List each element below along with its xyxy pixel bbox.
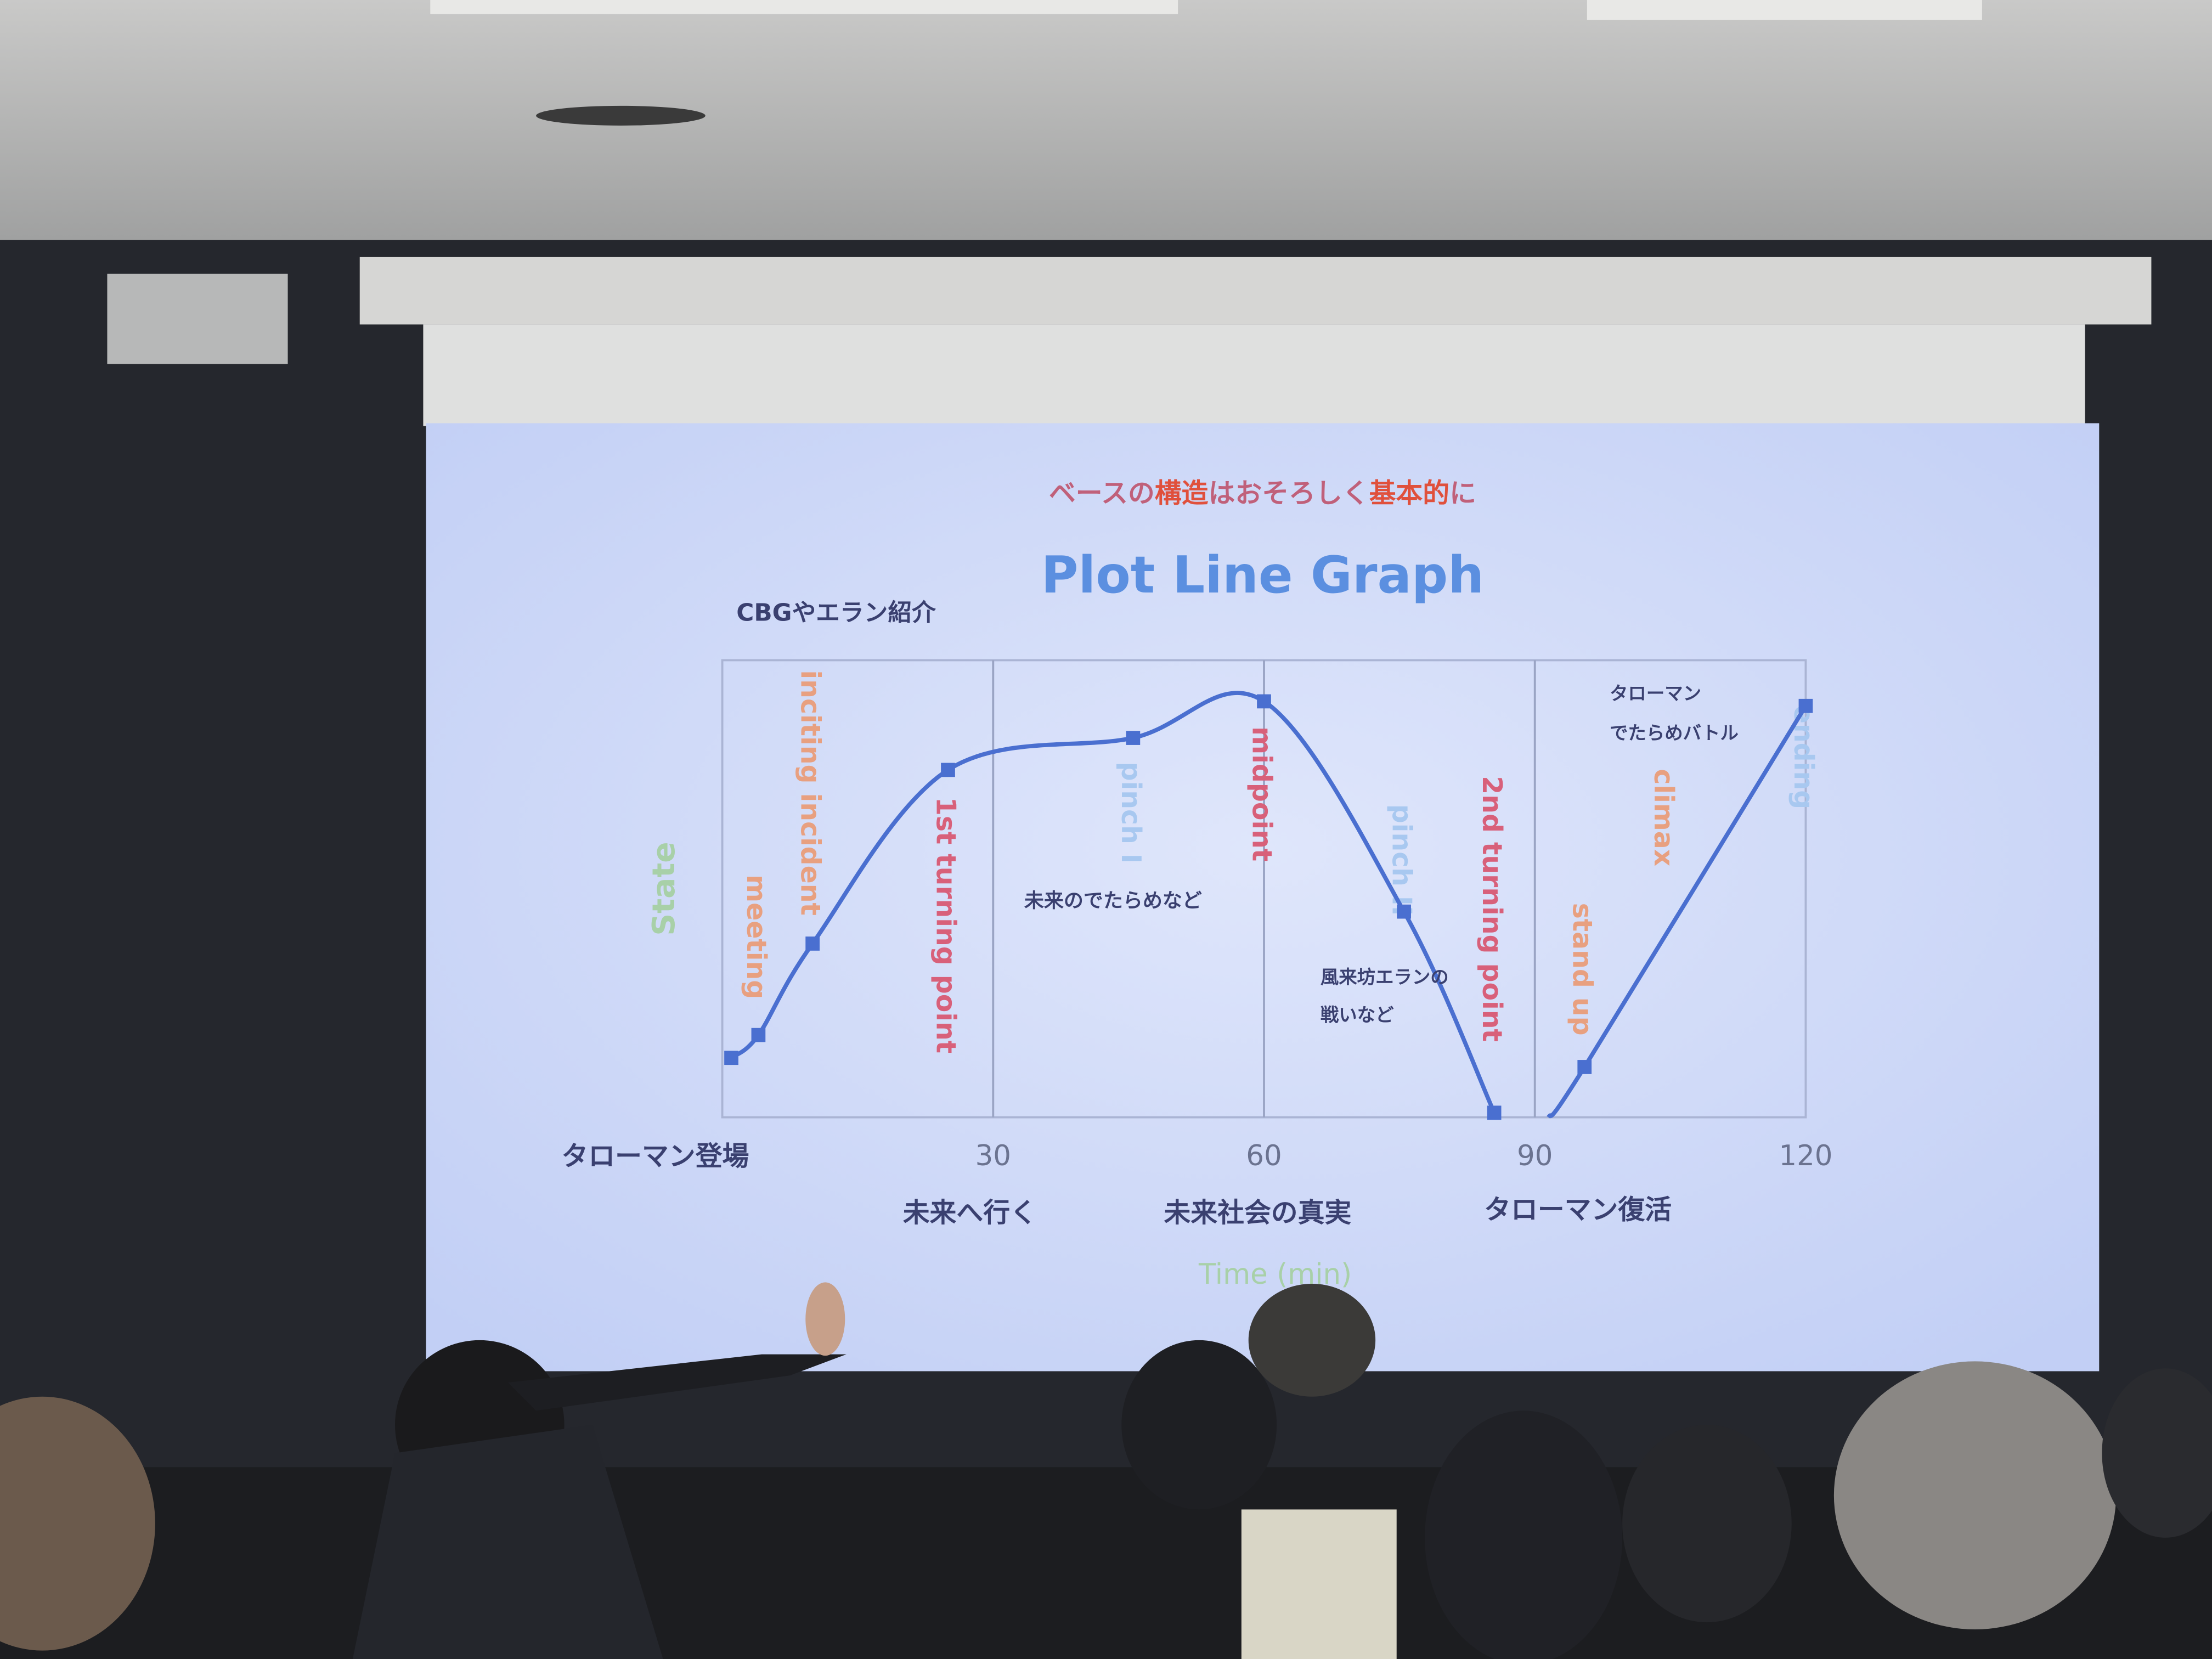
note-fuutoubou-1: 風来坊エランの <box>1321 966 1449 988</box>
data-point <box>1487 1105 1502 1120</box>
screen-housing <box>359 257 2152 325</box>
projection-screen <box>426 423 2100 1372</box>
ceiling-light <box>1587 0 1982 20</box>
heading-part: に <box>1449 477 1476 509</box>
annotation-label: meeting <box>741 874 772 999</box>
x-tick-label: 120 <box>1779 1139 1832 1172</box>
data-point <box>724 1051 738 1065</box>
data-point <box>1397 904 1411 919</box>
data-point <box>941 763 955 777</box>
note-fuutoubou-2: 戦いなど <box>1321 1005 1394 1026</box>
annotation-label: stand up <box>1567 903 1598 1036</box>
note-future-nonsense: 未来のでたらめなど <box>1024 889 1202 912</box>
annotation-label: climax <box>1648 769 1679 866</box>
series-line <box>1547 704 1808 1119</box>
ceiling-fixture <box>536 105 706 126</box>
data-point <box>1257 694 1271 709</box>
note-go-future: 未来へ行く <box>903 1197 1037 1228</box>
data-point <box>805 936 820 951</box>
audience <box>0 1282 2212 1659</box>
speaker <box>107 273 288 364</box>
ceiling <box>0 0 2212 268</box>
heading-part: 基本的 <box>1369 477 1450 509</box>
annotation-label: pinch II <box>1386 804 1418 916</box>
ceiling-light <box>430 0 1178 14</box>
x-tick-label: 30 <box>975 1139 1011 1172</box>
screen-drop <box>423 324 2085 426</box>
slide-heading: ベースの構造はおそろしく基本的に <box>1049 477 1476 509</box>
x-tick-label: 90 <box>1517 1139 1553 1172</box>
annotation-label: 2nd turning point <box>1476 776 1508 1042</box>
note-battle-1: タローマン <box>1610 682 1701 704</box>
note-revival: タローマン復活 <box>1484 1194 1672 1226</box>
note-truth: 未来社会の真実 <box>1164 1197 1351 1228</box>
data-point <box>751 1028 766 1042</box>
note-appear: タローマン登場 <box>561 1141 749 1172</box>
annotation-label: inciting incident <box>795 670 826 915</box>
note-intro: CBGやエラン紹介 <box>736 599 936 627</box>
y-axis-label: State <box>646 842 682 935</box>
annotation-label: pinch I <box>1115 762 1147 864</box>
heading-part: ベースの <box>1049 477 1155 509</box>
data-point <box>1126 731 1141 745</box>
heading-part: はおそろしく <box>1209 477 1369 509</box>
annotation-label: ending <box>1788 706 1819 809</box>
note-battle-2: でたらめバトル <box>1610 722 1739 743</box>
annotation-label: midpoint <box>1246 726 1277 861</box>
x-tick-label: 60 <box>1246 1139 1282 1172</box>
heading-part: 構造 <box>1155 477 1209 509</box>
chart-title: Plot Line Graph <box>1041 545 1484 605</box>
data-point <box>1577 1060 1592 1074</box>
annotation-label: 1st turning point <box>930 797 961 1053</box>
data-point <box>1798 698 1813 713</box>
